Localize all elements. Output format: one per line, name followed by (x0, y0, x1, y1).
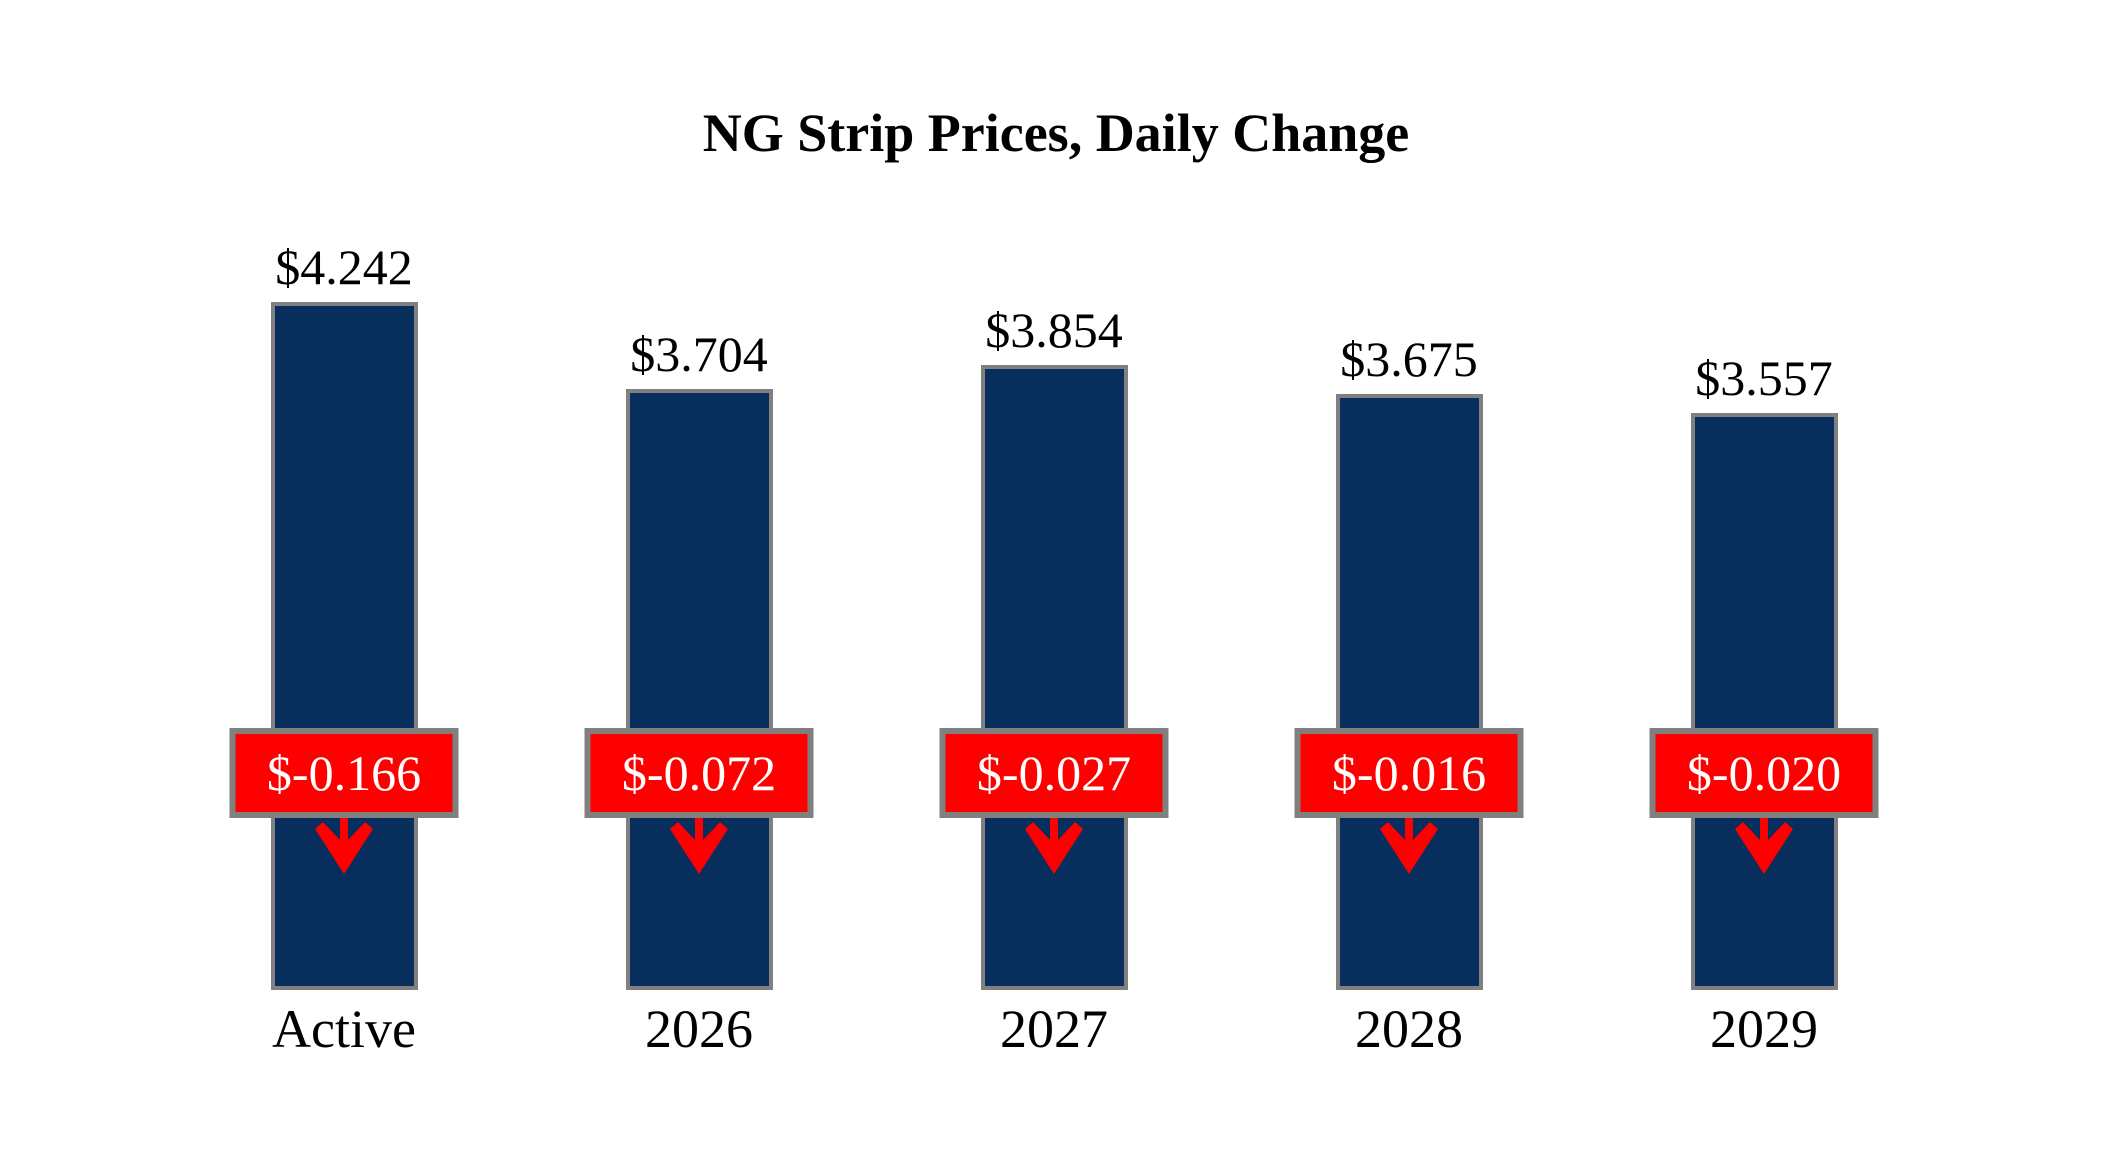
category-label: 2027 (1000, 999, 1108, 1059)
category-label: 2029 (1710, 999, 1818, 1059)
down-arrow-icon (1022, 816, 1086, 874)
bar-value-label: $3.557 (1695, 350, 1833, 406)
bar-value-label: $3.854 (985, 302, 1123, 358)
change-badge: $-0.027 (939, 728, 1169, 818)
bar (625, 389, 773, 990)
bar-value-label: $3.675 (1340, 331, 1478, 387)
bar (1335, 394, 1483, 990)
category-label: 2026 (645, 999, 753, 1059)
bar-value-label: $3.704 (630, 326, 768, 382)
bar (980, 365, 1128, 990)
bar-value-label: $4.242 (275, 239, 413, 295)
bar (270, 302, 418, 990)
change-badge: $-0.166 (229, 728, 459, 818)
down-arrow-icon (667, 816, 731, 874)
change-badge: $-0.020 (1649, 728, 1879, 818)
chart-title: NG Strip Prices, Daily Change (702, 103, 1410, 163)
change-badge: $-0.016 (1294, 728, 1524, 818)
down-arrow-icon (1377, 816, 1441, 874)
down-arrow-icon (312, 816, 376, 874)
change-badge: $-0.072 (584, 728, 814, 818)
category-label: Active (272, 999, 416, 1059)
category-label: 2028 (1355, 999, 1463, 1059)
down-arrow-icon (1732, 816, 1796, 874)
bar (1690, 413, 1838, 990)
